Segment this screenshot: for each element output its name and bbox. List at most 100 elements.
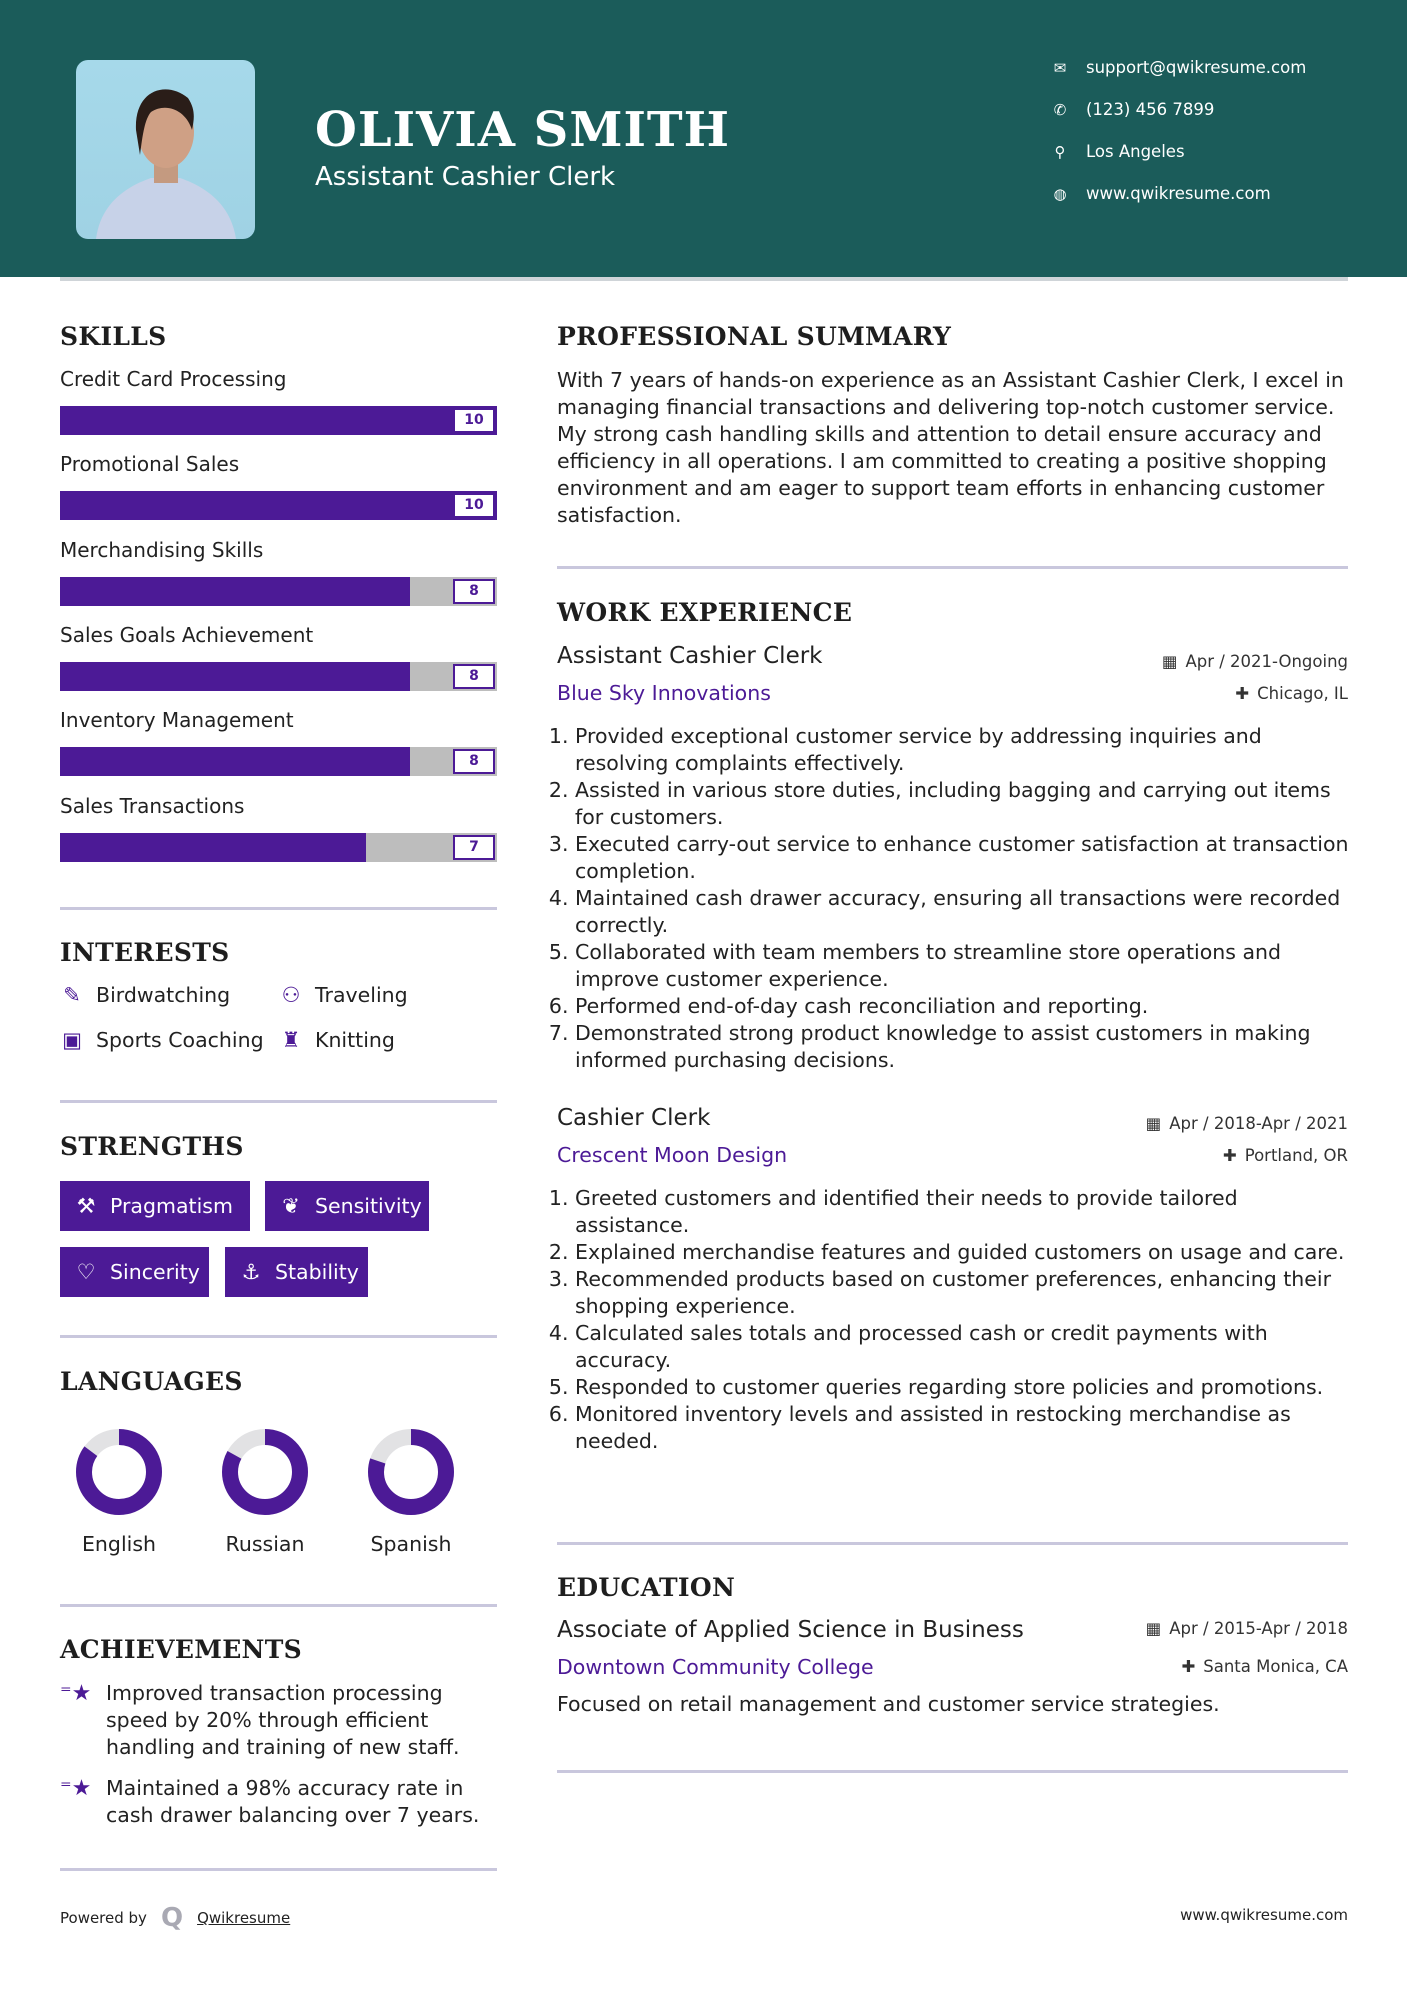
location-text: Los Angeles bbox=[1086, 142, 1185, 161]
achievement-text: Maintained a 98% accuracy rate in cash d… bbox=[106, 1776, 480, 1827]
achievement-text: Improved transaction processing speed by… bbox=[106, 1681, 460, 1759]
qwikresume-logo-icon: Q bbox=[160, 1903, 184, 1933]
skill-score: 10 bbox=[453, 493, 495, 519]
education-description: Focused on retail management and custome… bbox=[557, 1692, 1220, 1716]
donut-fill bbox=[368, 1429, 454, 1515]
powered-by: Powered by Q Qwikresume bbox=[60, 1903, 290, 1933]
job-bullet: Explained merchandise features and guide… bbox=[575, 1239, 1352, 1266]
job-bullet: Assisted in various store duties, includ… bbox=[575, 777, 1352, 831]
leaf-icon: ❦ bbox=[282, 1194, 300, 1218]
date-text: Apr / 2021-Ongoing bbox=[1185, 652, 1348, 671]
candidate-title: Assistant Cashier Clerk bbox=[315, 162, 616, 192]
donut-fill bbox=[76, 1429, 162, 1515]
website-text: www.qwikresume.com bbox=[1086, 184, 1271, 203]
brand-link[interactable]: Qwikresume bbox=[197, 1909, 291, 1927]
school: Downtown Community College bbox=[557, 1655, 874, 1679]
phone-icon: ✆ bbox=[1053, 100, 1067, 119]
summary-text: With 7 years of hands-on experience as a… bbox=[557, 368, 1344, 527]
strength-chip: ⚓ Stability bbox=[225, 1247, 368, 1297]
skill-score: 8 bbox=[453, 663, 495, 689]
job-date: ▦ Apr / 2021-Ongoing bbox=[1162, 652, 1348, 671]
pin-icon: ✚ bbox=[1181, 1657, 1196, 1676]
skill-bar-fill bbox=[60, 747, 410, 777]
job-bullet: Performed end-of-day cash reconciliation… bbox=[575, 993, 1352, 1020]
skill-score: 10 bbox=[453, 408, 495, 433]
divider bbox=[557, 566, 1348, 569]
date-text: Apr / 2018-Apr / 2021 bbox=[1169, 1114, 1348, 1133]
envelope-icon: ✉ bbox=[1053, 58, 1067, 77]
achievements-heading: ACHIEVEMENTS bbox=[60, 1635, 302, 1664]
contact-location: ⚲ Los Angeles bbox=[1052, 142, 1185, 161]
skill-bar: 10 bbox=[60, 406, 497, 435]
job-location: ✚ Chicago, IL bbox=[1235, 684, 1348, 703]
achievement-item: ⁼★ Improved transaction processing speed … bbox=[60, 1680, 500, 1761]
map-pin-icon: ⚲ bbox=[1054, 142, 1066, 161]
location-text: Chicago, IL bbox=[1257, 684, 1348, 703]
skill-score: 8 bbox=[453, 578, 495, 604]
job-bullet: Responded to customer queries regarding … bbox=[575, 1374, 1352, 1401]
divider bbox=[557, 1770, 1348, 1773]
calendar-icon: ▦ bbox=[1145, 1619, 1162, 1638]
job-bullet: Demonstrated strong product knowledge to… bbox=[575, 1020, 1352, 1074]
strength-chip: ♡ Sincerity bbox=[60, 1247, 209, 1297]
summary-heading: PROFESSIONAL SUMMARY bbox=[557, 322, 952, 351]
skill-bar: 8 bbox=[60, 747, 497, 777]
job-location: ✚ Portland, OR bbox=[1223, 1146, 1348, 1165]
star-icon: ⁼★ bbox=[60, 1776, 92, 1801]
divider bbox=[60, 1100, 497, 1103]
job-title: Cashier Clerk bbox=[557, 1105, 711, 1131]
education-heading: EDUCATION bbox=[557, 1573, 736, 1602]
skill-bar: 8 bbox=[60, 576, 497, 606]
pin-icon: ✚ bbox=[1222, 1146, 1237, 1165]
location-text: Portland, OR bbox=[1244, 1146, 1348, 1165]
skill-bar-fill bbox=[60, 406, 497, 435]
pencil-square-icon: ✎ bbox=[63, 983, 81, 1007]
calendar-icon: ▦ bbox=[1161, 652, 1178, 671]
job-bullet: Greeted customers and identified their n… bbox=[575, 1185, 1352, 1239]
date-text: Apr / 2015-Apr / 2018 bbox=[1169, 1619, 1348, 1638]
skill-bar: 8 bbox=[60, 661, 497, 691]
contact-email[interactable]: ✉ support@qwikresume.com bbox=[1052, 58, 1307, 77]
job-bullet: Collaborated with team members to stream… bbox=[575, 939, 1352, 993]
star-icon: ⁼★ bbox=[60, 1681, 92, 1706]
strength-label: Sensitivity bbox=[315, 1194, 422, 1218]
interest-label: Knitting bbox=[315, 1028, 395, 1052]
calendar-icon: ▦ bbox=[1145, 1114, 1162, 1133]
interest-label: Traveling bbox=[315, 983, 408, 1007]
job-bullet: Monitored inventory levels and assisted … bbox=[575, 1401, 1352, 1455]
language-label: Russian bbox=[225, 1532, 305, 1556]
contact-website[interactable]: ◍ www.qwikresume.com bbox=[1052, 184, 1271, 203]
skill-bar: 7 bbox=[60, 832, 497, 862]
interests-heading: INTERESTS bbox=[60, 938, 230, 967]
company-name: Crescent Moon Design bbox=[557, 1143, 788, 1167]
location-text: Santa Monica, CA bbox=[1203, 1657, 1348, 1676]
skill-label: Merchandising Skills bbox=[60, 537, 264, 562]
contact-phone: ✆ (123) 456 7899 bbox=[1052, 100, 1215, 119]
strength-chip: ⚒ Pragmatism bbox=[60, 1181, 250, 1231]
strength-label: Pragmatism bbox=[110, 1194, 233, 1218]
education-date: ▦ Apr / 2015-Apr / 2018 bbox=[1146, 1619, 1348, 1638]
footer-website[interactable]: www.qwikresume.com bbox=[1180, 1906, 1348, 1924]
divider bbox=[557, 1542, 1348, 1545]
job-bullet: Provided exceptional customer service by… bbox=[575, 723, 1352, 777]
job-bullet: Recommended products based on customer p… bbox=[575, 1266, 1352, 1320]
language-donut bbox=[368, 1429, 454, 1515]
email-text: support@qwikresume.com bbox=[1086, 58, 1307, 77]
company-name: Blue Sky Innovations bbox=[557, 681, 771, 705]
skill-label: Promotional Sales bbox=[60, 452, 240, 477]
job-bullet: Maintained cash drawer accuracy, ensurin… bbox=[575, 885, 1352, 939]
divider bbox=[60, 1868, 497, 1871]
job-bullets: Provided exceptional customer service by… bbox=[557, 723, 1352, 1074]
powered-by-text: Powered by bbox=[60, 1909, 147, 1927]
strength-label: Sincerity bbox=[110, 1260, 200, 1284]
languages-heading: LANGUAGES bbox=[60, 1367, 243, 1396]
skill-label: Sales Transactions bbox=[60, 793, 245, 818]
strength-label: Stability bbox=[275, 1260, 359, 1284]
language-label: Spanish bbox=[370, 1532, 452, 1556]
skill-bar-fill bbox=[60, 832, 366, 862]
trophy-icon: ♜ bbox=[281, 1028, 301, 1052]
skills-heading: SKILLS bbox=[60, 322, 167, 351]
gavel-icon: ⚒ bbox=[76, 1194, 96, 1218]
language-donuts bbox=[76, 1429, 454, 1515]
job-bullets: Greeted customers and identified their n… bbox=[557, 1185, 1352, 1455]
